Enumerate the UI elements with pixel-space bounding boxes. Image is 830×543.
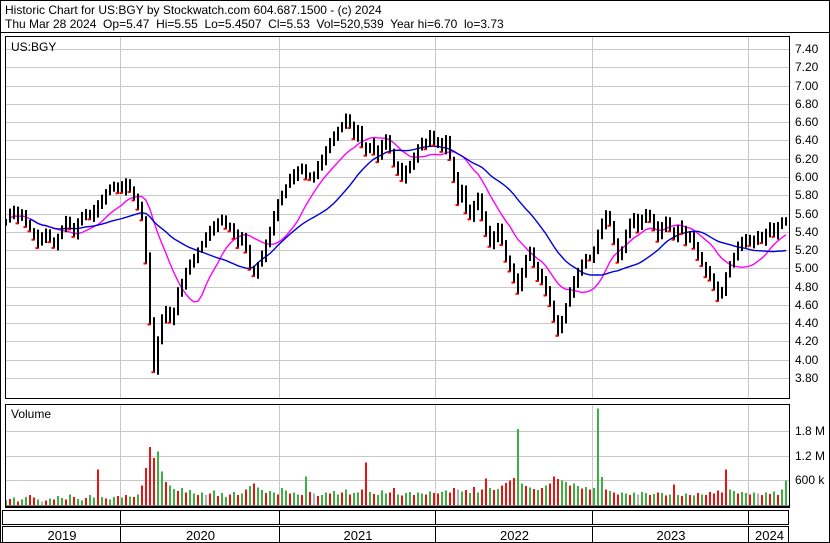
chart-header: Historic Chart for US:BGY by Stockwatch.…	[1, 1, 829, 33]
price-tick-label: 3.80	[795, 371, 819, 385]
year-divider	[435, 527, 436, 542]
year-divider	[279, 511, 280, 524]
year-divider	[120, 511, 121, 524]
price-tick-label: 7.00	[795, 78, 819, 93]
volume-tick-label: 1.8 M	[795, 424, 826, 439]
symbol-label: US:BGY	[11, 40, 57, 54]
year-label: 2019	[47, 528, 77, 543]
year-divider	[120, 527, 121, 542]
price-tick-label: 5.60	[795, 206, 819, 221]
year-label: 2020	[186, 528, 215, 543]
chart-title: Historic Chart for US:BGY by Stockwatch.…	[5, 3, 382, 17]
volume-tick-label: 1.2 M	[795, 448, 826, 463]
year-strip: 2019 2020 2021 2022 2023 2024	[2, 526, 789, 543]
price-tick-label: 5.40	[795, 224, 819, 239]
year-label: 2022	[500, 528, 529, 543]
price-tick-label: 4.60	[795, 297, 819, 312]
year-divider	[748, 511, 749, 524]
year-label: 2023	[656, 528, 686, 543]
price-tick-label: 4.40	[795, 316, 819, 331]
price-tick-label: 7.40	[795, 42, 819, 56]
year-divider	[592, 527, 593, 542]
year-divider	[279, 527, 280, 542]
price-tick-label: 5.80	[795, 188, 819, 203]
price-tick-label: 7.20	[795, 60, 819, 75]
price-tick-label: 6.80	[795, 96, 819, 111]
month-strip	[2, 510, 789, 525]
price-pane	[5, 36, 790, 399]
quote-summary-line: Thu Mar 28 2024 Op=5.47 Hi=5.55 Lo=5.450…	[5, 17, 504, 31]
volume-pane-label: Volume	[11, 407, 52, 421]
price-tick-label: 6.00	[795, 169, 819, 184]
year-divider	[435, 511, 436, 524]
price-tick-label: 6.60	[795, 115, 819, 130]
price-tick-label: 4.00	[795, 352, 819, 367]
price-tick-label: 5.20	[795, 243, 819, 258]
year-divider	[748, 527, 749, 542]
price-tick-label: 6.20	[795, 151, 819, 166]
year-label: 2021	[343, 528, 373, 543]
price-tick-label: 4.80	[795, 279, 819, 294]
price-tick-label: 4.20	[795, 334, 819, 349]
volume-tick-label: 600 k	[795, 473, 825, 488]
volume-pane	[5, 404, 790, 508]
price-tick-label: 6.40	[795, 133, 819, 148]
price-tick-label: 5.00	[795, 261, 819, 276]
year-label: 2024	[755, 528, 784, 543]
year-divider	[592, 511, 593, 524]
